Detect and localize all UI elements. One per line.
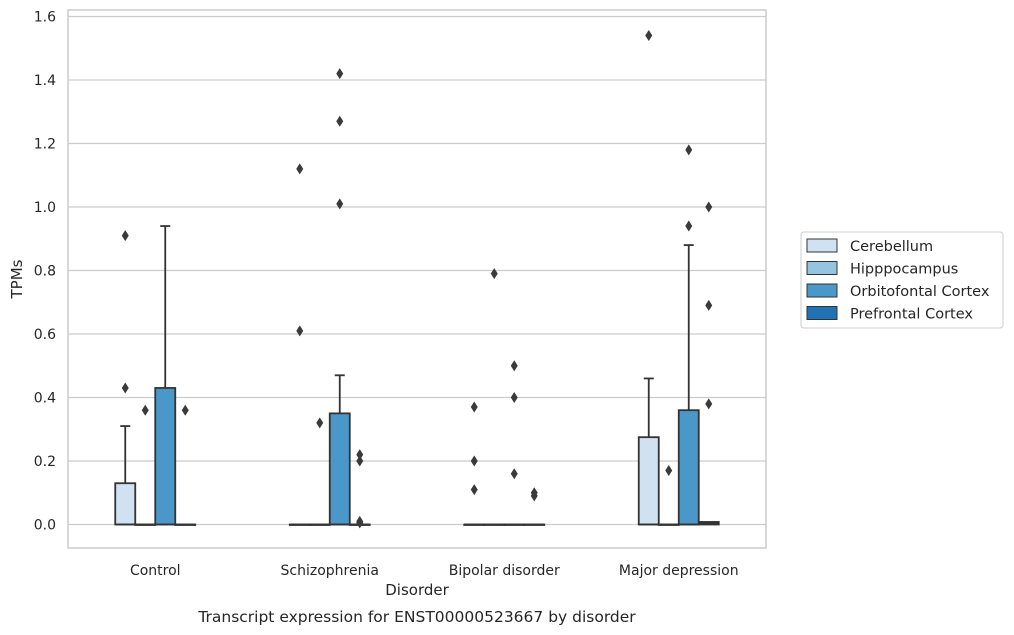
legend-label: Hipppocampus — [850, 262, 958, 278]
outlier-point — [296, 163, 304, 175]
box-0-1 — [288, 163, 311, 526]
y-tick-label: 1.0 — [34, 200, 56, 216]
box-0-2 — [463, 401, 486, 526]
outlier-point — [356, 449, 364, 461]
y-tick-label: 1.6 — [34, 10, 56, 26]
box-2-2 — [503, 360, 526, 526]
box-1-1 — [308, 417, 331, 526]
outlier-point — [705, 299, 713, 311]
outlier-point — [510, 360, 518, 372]
x-tick-label: Bipolar disorder — [449, 563, 560, 579]
box-2-0 — [154, 225, 177, 526]
y-tick-label: 0.4 — [34, 391, 56, 407]
outlier-point — [121, 230, 129, 242]
box-2-1 — [328, 68, 351, 526]
outlier-point — [181, 404, 189, 416]
y-axis-title: TPMs — [8, 259, 26, 299]
outlier-point — [336, 115, 344, 127]
grid-lines — [68, 15, 766, 526]
outlier-point — [470, 484, 478, 496]
x-axis: Control Schizophrenia Bipolar disorder Majo… — [130, 563, 739, 579]
box-body — [328, 412, 351, 526]
outlier-point — [296, 325, 304, 337]
outlier-point — [356, 517, 364, 529]
box-3-3 — [697, 201, 720, 526]
box-3-2 — [523, 487, 546, 526]
outlier-point — [470, 401, 478, 413]
box-2-3 — [677, 144, 700, 526]
outlier-point — [705, 398, 713, 410]
outlier-point — [510, 468, 518, 480]
box-1-0 — [134, 404, 157, 526]
x-axis-title: Disorder — [385, 581, 449, 599]
y-tick-label: 0.2 — [34, 454, 56, 470]
y-tick-label: 0.6 — [34, 327, 56, 343]
legend-frame — [800, 231, 1004, 329]
outlier-point — [685, 220, 693, 232]
legend: Cerebellum Hipppocampus Orbitofontal Corte… — [800, 231, 1004, 329]
legend-swatch — [806, 283, 838, 298]
outlier-point — [470, 455, 478, 467]
box-3-1 — [348, 449, 371, 529]
outlier-point — [705, 201, 713, 213]
x-tick-label: Control — [130, 563, 181, 579]
box-body — [637, 436, 660, 526]
legend-label: Prefrontal Cortex — [850, 307, 973, 323]
legend-label: Orbitofontal Cortex — [850, 284, 990, 300]
outlier-point — [665, 465, 673, 477]
figure-caption: Transcript expression for ENST0000052366… — [197, 608, 636, 626]
y-tick-label: 0.0 — [34, 518, 56, 534]
legend-swatch — [806, 238, 838, 253]
outlier-point — [316, 417, 324, 429]
box-0-0 — [114, 230, 137, 526]
outlier-point — [510, 392, 518, 403]
box-1-3 — [657, 465, 680, 526]
box-1-2 — [483, 268, 506, 526]
y-axis: 0.0 0.2 0.4 0.6 0.8 1.0 1.2 1.4 1.6 — [34, 10, 56, 534]
legend-label: Cerebellum — [850, 239, 933, 255]
outlier-point — [685, 144, 693, 156]
outlier-point — [141, 404, 149, 416]
legend-swatch — [806, 306, 838, 320]
outlier-point — [645, 30, 653, 42]
box-0-3 — [637, 30, 660, 526]
legend-swatch — [806, 261, 838, 275]
outlier-point — [356, 455, 364, 467]
y-tick-label: 0.8 — [34, 264, 56, 280]
outlier-point — [121, 382, 129, 394]
plot-area-frame — [67, 9, 767, 549]
box-body — [677, 409, 700, 526]
outlier-point — [490, 268, 498, 280]
outlier-point — [530, 490, 538, 502]
y-tick-label: 1.4 — [34, 73, 56, 89]
box-body — [154, 387, 177, 526]
x-tick-label: Schizophrenia — [281, 563, 379, 579]
box-plots — [114, 30, 720, 529]
x-tick-label: Major depression — [619, 563, 739, 579]
box-3-0 — [174, 404, 197, 526]
y-tick-label: 1.2 — [34, 137, 56, 153]
box-body — [114, 482, 137, 526]
outlier-point — [336, 68, 344, 80]
outlier-point — [336, 198, 344, 210]
